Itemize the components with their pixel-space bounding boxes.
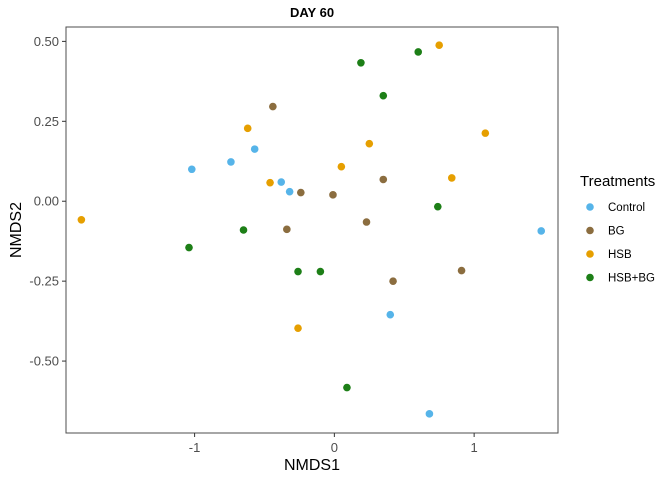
- point-bg: [297, 188, 305, 197]
- legend-key: [586, 273, 594, 282]
- legend-label: BG: [608, 226, 625, 238]
- point-hsb: [266, 178, 274, 187]
- point-hsb-bg: [433, 202, 442, 211]
- y-axis-title: NMDS2: [8, 202, 25, 258]
- point-bg: [389, 277, 397, 285]
- point-control: [425, 410, 434, 418]
- point-bg: [379, 175, 388, 184]
- point-bg: [457, 266, 466, 275]
- y-tick-label: 0.50: [34, 34, 59, 49]
- x-tick-label: 0: [331, 440, 338, 455]
- y-tick-label: -0.25: [29, 274, 59, 289]
- point-hsb: [337, 162, 346, 171]
- point-hsb: [294, 324, 302, 332]
- point-bg: [329, 191, 337, 199]
- y-tick-label: 0.25: [34, 114, 59, 129]
- point-control: [537, 227, 546, 235]
- point-hsb: [243, 124, 252, 133]
- x-tick-label: -1: [189, 440, 201, 455]
- y-tick-label: -0.50: [29, 354, 59, 369]
- legend: Treatments Control BG HSB HSB+BG: [580, 173, 655, 285]
- point-hsb-bg: [343, 383, 351, 392]
- point-control: [285, 187, 294, 196]
- point-hsb-bg: [316, 267, 325, 276]
- point-control: [386, 310, 395, 319]
- point-hsb: [435, 41, 443, 50]
- point-hsb-bg: [185, 243, 193, 252]
- point-hsb-bg: [414, 48, 423, 56]
- data-points: [77, 41, 546, 418]
- legend-key: [586, 250, 594, 258]
- legend-label: HSB+BG: [608, 273, 655, 285]
- y-tick-label: 0.00: [34, 194, 59, 209]
- legend-label: HSB: [608, 249, 632, 261]
- point-hsb-bg: [294, 267, 302, 276]
- legend-key: [586, 203, 594, 211]
- point-hsb-bg: [379, 91, 388, 100]
- plot-title: DAY 60: [290, 5, 334, 20]
- legend-title: Treatments: [580, 173, 655, 190]
- legend-label: Control: [608, 202, 645, 214]
- point-hsb: [447, 174, 456, 182]
- point-hsb: [77, 215, 86, 224]
- point-control: [227, 158, 235, 166]
- point-control: [250, 145, 259, 153]
- point-hsb: [365, 139, 374, 148]
- plot-panel: [65, 26, 559, 434]
- x-axis-title: NMDS1: [284, 457, 340, 474]
- x-tick-label: 1: [471, 440, 478, 455]
- point-control: [277, 178, 286, 186]
- point-bg: [283, 225, 291, 234]
- legend-key: [586, 226, 594, 235]
- point-hsb-bg: [239, 226, 248, 234]
- point-hsb-bg: [357, 59, 365, 67]
- x-axis: -1 0 1: [189, 433, 478, 455]
- point-bg: [362, 218, 371, 226]
- point-bg: [269, 102, 277, 111]
- y-axis: 0.50 0.25 0.00 -0.25 -0.50: [29, 34, 66, 369]
- point-hsb: [481, 129, 490, 137]
- point-control: [187, 165, 196, 174]
